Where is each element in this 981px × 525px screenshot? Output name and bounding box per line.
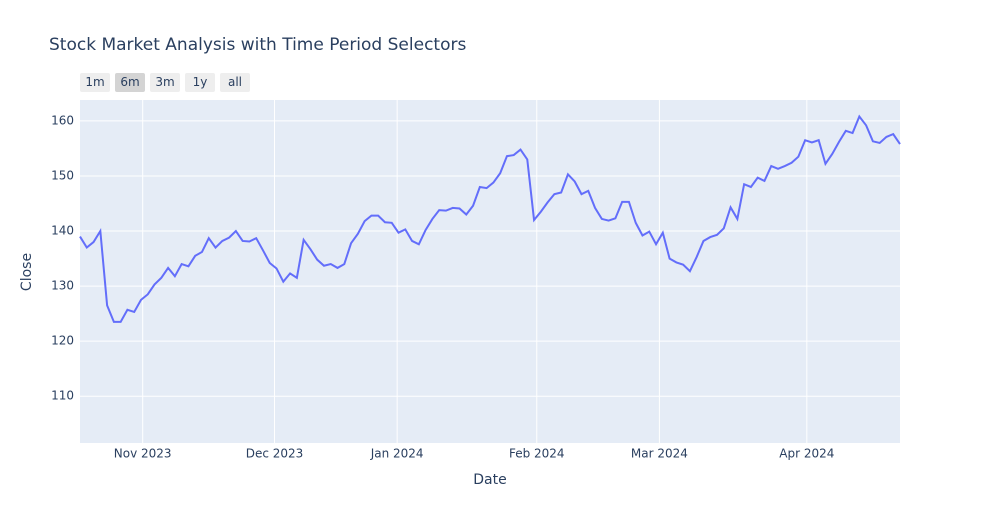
x-tick-label: Feb 2024 xyxy=(509,447,565,461)
range-button-bg xyxy=(80,73,110,92)
range-button-bg xyxy=(185,73,215,92)
y-tick-label: 130 xyxy=(51,279,74,293)
y-tick-label: 120 xyxy=(51,334,74,348)
y-axis-title: Close xyxy=(19,253,35,291)
range-button-label: all xyxy=(228,75,242,89)
plot-background xyxy=(80,100,900,443)
y-tick-label: 150 xyxy=(51,168,74,182)
range-button-label: 1y xyxy=(193,75,208,89)
range-button[interactable]: all xyxy=(220,73,250,92)
y-tick-label: 110 xyxy=(51,389,74,403)
chart-title: Stock Market Analysis with Time Period S… xyxy=(49,35,466,55)
range-button[interactable]: 3m xyxy=(150,73,180,92)
range-button-bg xyxy=(220,73,250,92)
range-button[interactable]: 6m xyxy=(115,73,145,92)
line-series xyxy=(79,114,901,323)
x-tick-label: Dec 2023 xyxy=(246,447,304,461)
range-button[interactable]: 1m xyxy=(80,73,110,92)
x-tick-label: Mar 2024 xyxy=(631,447,688,461)
x-tick-label: Apr 2024 xyxy=(779,447,834,461)
range-button[interactable]: 1y xyxy=(185,73,215,92)
y-tick-label: 160 xyxy=(51,113,74,127)
x-axis-title: Date xyxy=(473,472,506,488)
range-button-label: 1m xyxy=(85,75,104,89)
range-button-bg xyxy=(115,73,145,92)
range-button-label: 3m xyxy=(155,75,174,89)
x-tick-label: Jan 2024 xyxy=(370,447,424,461)
range-button-bg xyxy=(150,73,180,92)
x-tick-label: Nov 2023 xyxy=(114,447,172,461)
y-tick-label: 140 xyxy=(51,224,74,238)
range-button-label: 6m xyxy=(120,75,139,89)
